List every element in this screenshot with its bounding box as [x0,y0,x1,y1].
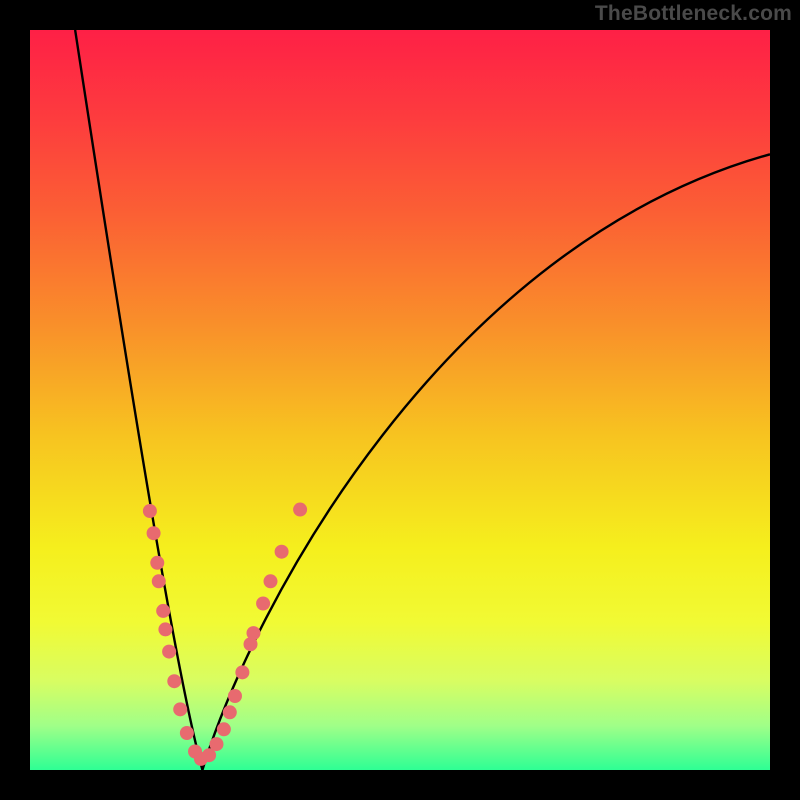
scatter-point [143,504,157,518]
scatter-point [246,626,260,640]
scatter-point [158,622,172,636]
scatter-point [173,702,187,716]
chart-container: TheBottleneck.com [0,0,800,800]
scatter-point [156,604,170,618]
scatter-point [293,503,307,517]
scatter-point [167,674,181,688]
scatter-point [264,574,278,588]
watermark-text: TheBottleneck.com [595,2,792,26]
scatter-point [223,705,237,719]
scatter-point [162,645,176,659]
scatter-group [143,503,307,766]
scatter-point [235,665,249,679]
scatter-point [217,722,231,736]
scatter-point [180,726,194,740]
scatter-point [256,597,270,611]
bottleneck-curve [75,30,770,770]
scatter-point [275,545,289,559]
plot-area [30,30,770,770]
curve-layer [30,30,770,770]
scatter-point [228,689,242,703]
scatter-point [147,526,161,540]
scatter-point [152,574,166,588]
scatter-point [150,556,164,570]
scatter-point [209,737,223,751]
